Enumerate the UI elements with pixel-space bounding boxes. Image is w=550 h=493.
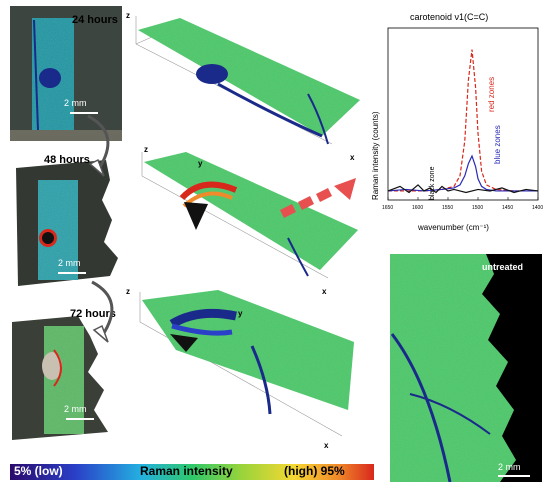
leaf-panel-48h: 48 hours 2 mm [6,150,124,290]
axis-label-x: x [322,287,327,296]
colorbar-title: Raman intensity [140,464,233,478]
scale-bar [70,112,98,114]
scale-label: 2 mm [64,98,87,108]
axis-label-z: z [144,146,148,154]
axis-label-z: z [126,11,130,20]
colorbar-high-label: (high) 95% [284,464,345,478]
time-label-48h: 48 hours [44,154,90,166]
axis-label-z: z [126,287,130,296]
chart-title: carotenoid ν1(C=C) [410,12,488,22]
curved-arrow-icon [91,280,114,343]
x-tick-label: 1550 [442,205,453,211]
series-line-2 [387,184,539,194]
axis-label-x: x [324,441,329,450]
x-tick-label: 1450 [502,205,513,211]
surface-plot-48h: z y x [141,146,358,296]
spectrum-chart: carotenoid ν1(C=C) 1650 1600 1550 1500 1450 1… [371,12,543,232]
x-tick-label: 1400 [532,205,543,211]
axis-label-y: y [238,309,243,318]
scale-label: 2 mm [498,462,521,472]
series-line-1 [387,154,538,192]
leaf-panel-72h: 72 hours 2 mm [8,302,126,442]
y-axis-label: Raman intensity (counts) [371,111,380,200]
surface-plot-72h: z y x [126,287,354,450]
series-label-black: black zone [429,166,436,200]
x-axis-label: wavenumber (cm⁻¹) [417,223,489,232]
series-label-red: red zones [487,77,496,112]
untreated-panel: untreated 2 mm [390,254,542,482]
x-tick-label: 1600 [412,205,423,211]
colorbar-low-label: 5% (low) [14,464,63,478]
time-label-24h: 24 hours [72,14,118,26]
axis-label-x: x [350,153,355,162]
curved-arrow-icon [87,114,110,177]
x-tick-label: 1500 [472,205,483,211]
series-label-blue: blue zones [493,125,502,164]
surface-plot-24h: z x [126,11,360,162]
scale-bar [498,475,530,477]
x-tick-label: 1650 [382,205,393,211]
dashed-arrow-icon [280,178,356,218]
colorbar [10,464,374,480]
series-line-0 [388,49,538,192]
scale-bar [66,418,94,420]
axis-label-y: y [198,159,203,168]
plot-frame [387,27,539,201]
scale-label: 2 mm [58,258,81,268]
leaf-panel-24h: 24 hours 2 mm [10,6,122,141]
untreated-label: untreated [482,262,524,272]
scale-label: 2 mm [64,404,87,414]
scale-bar [58,272,86,274]
time-label-72h: 72 hours [70,308,116,320]
